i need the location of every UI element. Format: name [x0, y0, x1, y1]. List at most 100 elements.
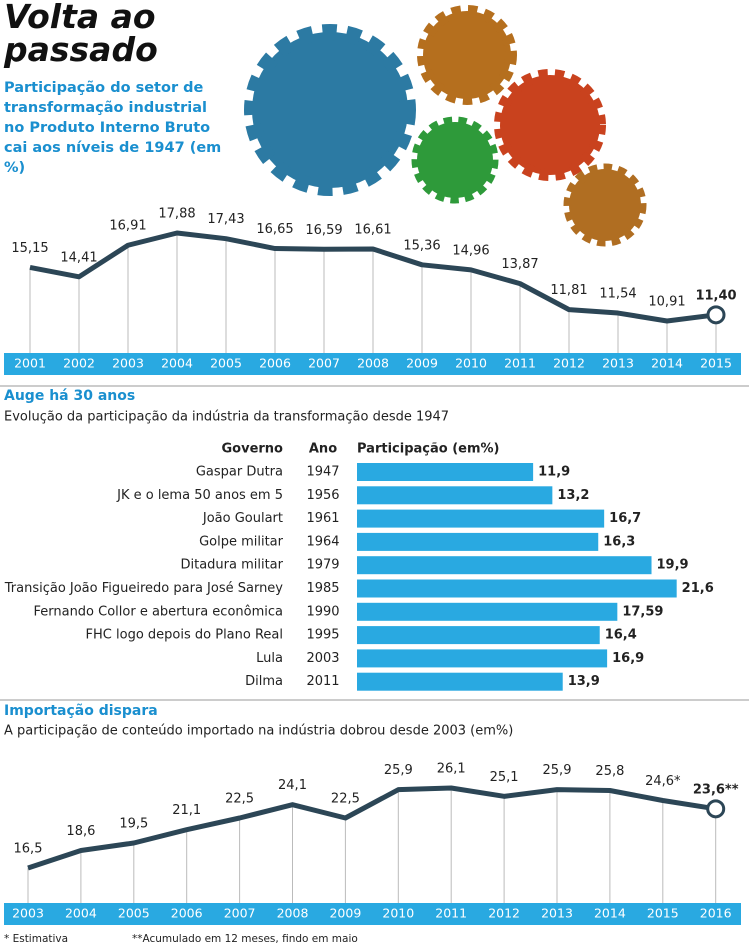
- x-tick-label: 2007: [224, 906, 256, 921]
- value-label: 15,15: [11, 241, 48, 256]
- x-tick-label: 2013: [541, 906, 573, 921]
- value-label: 16,91: [109, 219, 146, 234]
- value-label: 18,6: [66, 824, 95, 839]
- end-marker: [706, 305, 726, 325]
- x-tick-label: 2010: [455, 356, 487, 371]
- bar: [357, 672, 563, 691]
- value-label: 25,1: [490, 770, 519, 785]
- column-header: Participação (em%): [357, 442, 499, 457]
- value-label: 16,65: [256, 222, 293, 237]
- year-label: 1964: [306, 534, 339, 549]
- category-label: Lula: [256, 651, 283, 666]
- category-label: João Goulart: [202, 511, 283, 526]
- value-label: 13,9: [568, 674, 600, 689]
- section-title: Auge há 30 anos: [4, 388, 135, 404]
- bar: [357, 463, 534, 481]
- bar: [357, 626, 600, 645]
- year-label: 1956: [306, 488, 339, 503]
- value-label: 25,9: [384, 763, 413, 778]
- section-subtitle: A participação de conteúdo importado na …: [4, 724, 513, 739]
- x-tick-label: 2015: [647, 906, 679, 921]
- value-label: 17,88: [158, 207, 195, 222]
- gear: [563, 163, 647, 247]
- bar: [357, 486, 553, 505]
- value-label: 21,1: [172, 803, 201, 818]
- value-label: 17,59: [622, 604, 663, 619]
- year-label: 1990: [306, 604, 339, 619]
- x-axis-band: [4, 903, 741, 925]
- category-label: Fernando Collor e abertura econômica: [33, 604, 283, 619]
- line: [27, 785, 717, 871]
- gear: [411, 116, 499, 204]
- category-label: Gaspar Dutra: [196, 465, 283, 480]
- value-label: 25,8: [595, 764, 624, 779]
- x-tick-label: 2010: [382, 906, 414, 921]
- x-axis-band: [4, 353, 741, 375]
- value-label: 21,6: [682, 581, 714, 596]
- column-header: Governo: [222, 442, 284, 457]
- value-label: 24,1: [278, 778, 307, 793]
- value-label: 16,3: [603, 534, 635, 549]
- x-tick-label: 2012: [553, 356, 585, 371]
- value-label: 23,6**: [693, 782, 739, 797]
- x-tick-label: 2014: [651, 356, 683, 371]
- x-tick-label: 2006: [259, 356, 291, 371]
- value-label: 16,59: [305, 223, 342, 238]
- x-tick-label: 2014: [594, 906, 626, 921]
- footnote: **Acumulado em 12 meses, findo em maio: [132, 933, 358, 945]
- value-label: 13,87: [501, 257, 538, 272]
- year-label: 1985: [306, 581, 339, 596]
- x-tick-label: 2004: [65, 906, 97, 921]
- value-label: 13,2: [557, 488, 589, 503]
- x-tick-label: 2008: [277, 906, 309, 921]
- category-label: JK e o lema 50 anos em 5: [116, 488, 283, 503]
- category-label: Ditadura militar: [180, 558, 283, 573]
- value-label: 25,9: [543, 763, 572, 778]
- value-label: 10,91: [648, 295, 685, 310]
- x-tick-label: 2003: [12, 906, 44, 921]
- gears: [244, 5, 647, 247]
- x-tick-label: 2009: [329, 906, 361, 921]
- category-label: Transição João Figueiredo para José Sarn…: [4, 581, 284, 596]
- value-label: 17,43: [207, 212, 244, 227]
- value-label: 16,61: [354, 223, 391, 238]
- year-label: 1961: [306, 511, 339, 526]
- bar: [357, 532, 599, 551]
- gear: [244, 24, 416, 196]
- year-label: 1979: [306, 558, 339, 573]
- line: [29, 230, 717, 324]
- value-label: 11,9: [538, 465, 570, 480]
- title: Volta ao passado: [4, 0, 158, 69]
- x-tick-label: 2006: [171, 906, 203, 921]
- year-label: 1947: [306, 465, 339, 480]
- value-label: 15,36: [403, 238, 440, 253]
- value-label: 14,41: [60, 250, 97, 265]
- subtitle: Participação do setor de transformação i…: [4, 80, 222, 176]
- value-label: 14,96: [452, 243, 489, 258]
- category-label: FHC logo depois do Plano Real: [86, 628, 283, 643]
- gear: [417, 5, 517, 105]
- value-label: 19,9: [657, 558, 689, 573]
- value-label: 24,6*: [645, 774, 681, 789]
- value-label: 11,81: [550, 283, 587, 298]
- x-tick-label: 2011: [504, 356, 536, 371]
- value-label: 19,5: [119, 817, 148, 832]
- x-tick-label: 2005: [118, 906, 150, 921]
- x-tick-label: 2005: [210, 356, 242, 371]
- value-label: 11,54: [599, 287, 636, 302]
- bar: [357, 649, 608, 668]
- x-tick-label: 2007: [308, 356, 340, 371]
- bar: [357, 556, 652, 575]
- x-tick-label: 2004: [161, 356, 193, 371]
- value-label: 16,4: [605, 628, 637, 643]
- x-tick-label: 2001: [14, 356, 46, 371]
- x-tick-label: 2003: [112, 356, 144, 371]
- x-tick-label: 2002: [63, 356, 95, 371]
- value-label: 11,40: [695, 288, 736, 303]
- category-label: Golpe militar: [199, 534, 284, 549]
- x-tick-label: 2016: [700, 906, 732, 921]
- x-tick-label: 2009: [406, 356, 438, 371]
- value-label: 16,5: [14, 842, 43, 857]
- x-tick-label: 2011: [435, 906, 467, 921]
